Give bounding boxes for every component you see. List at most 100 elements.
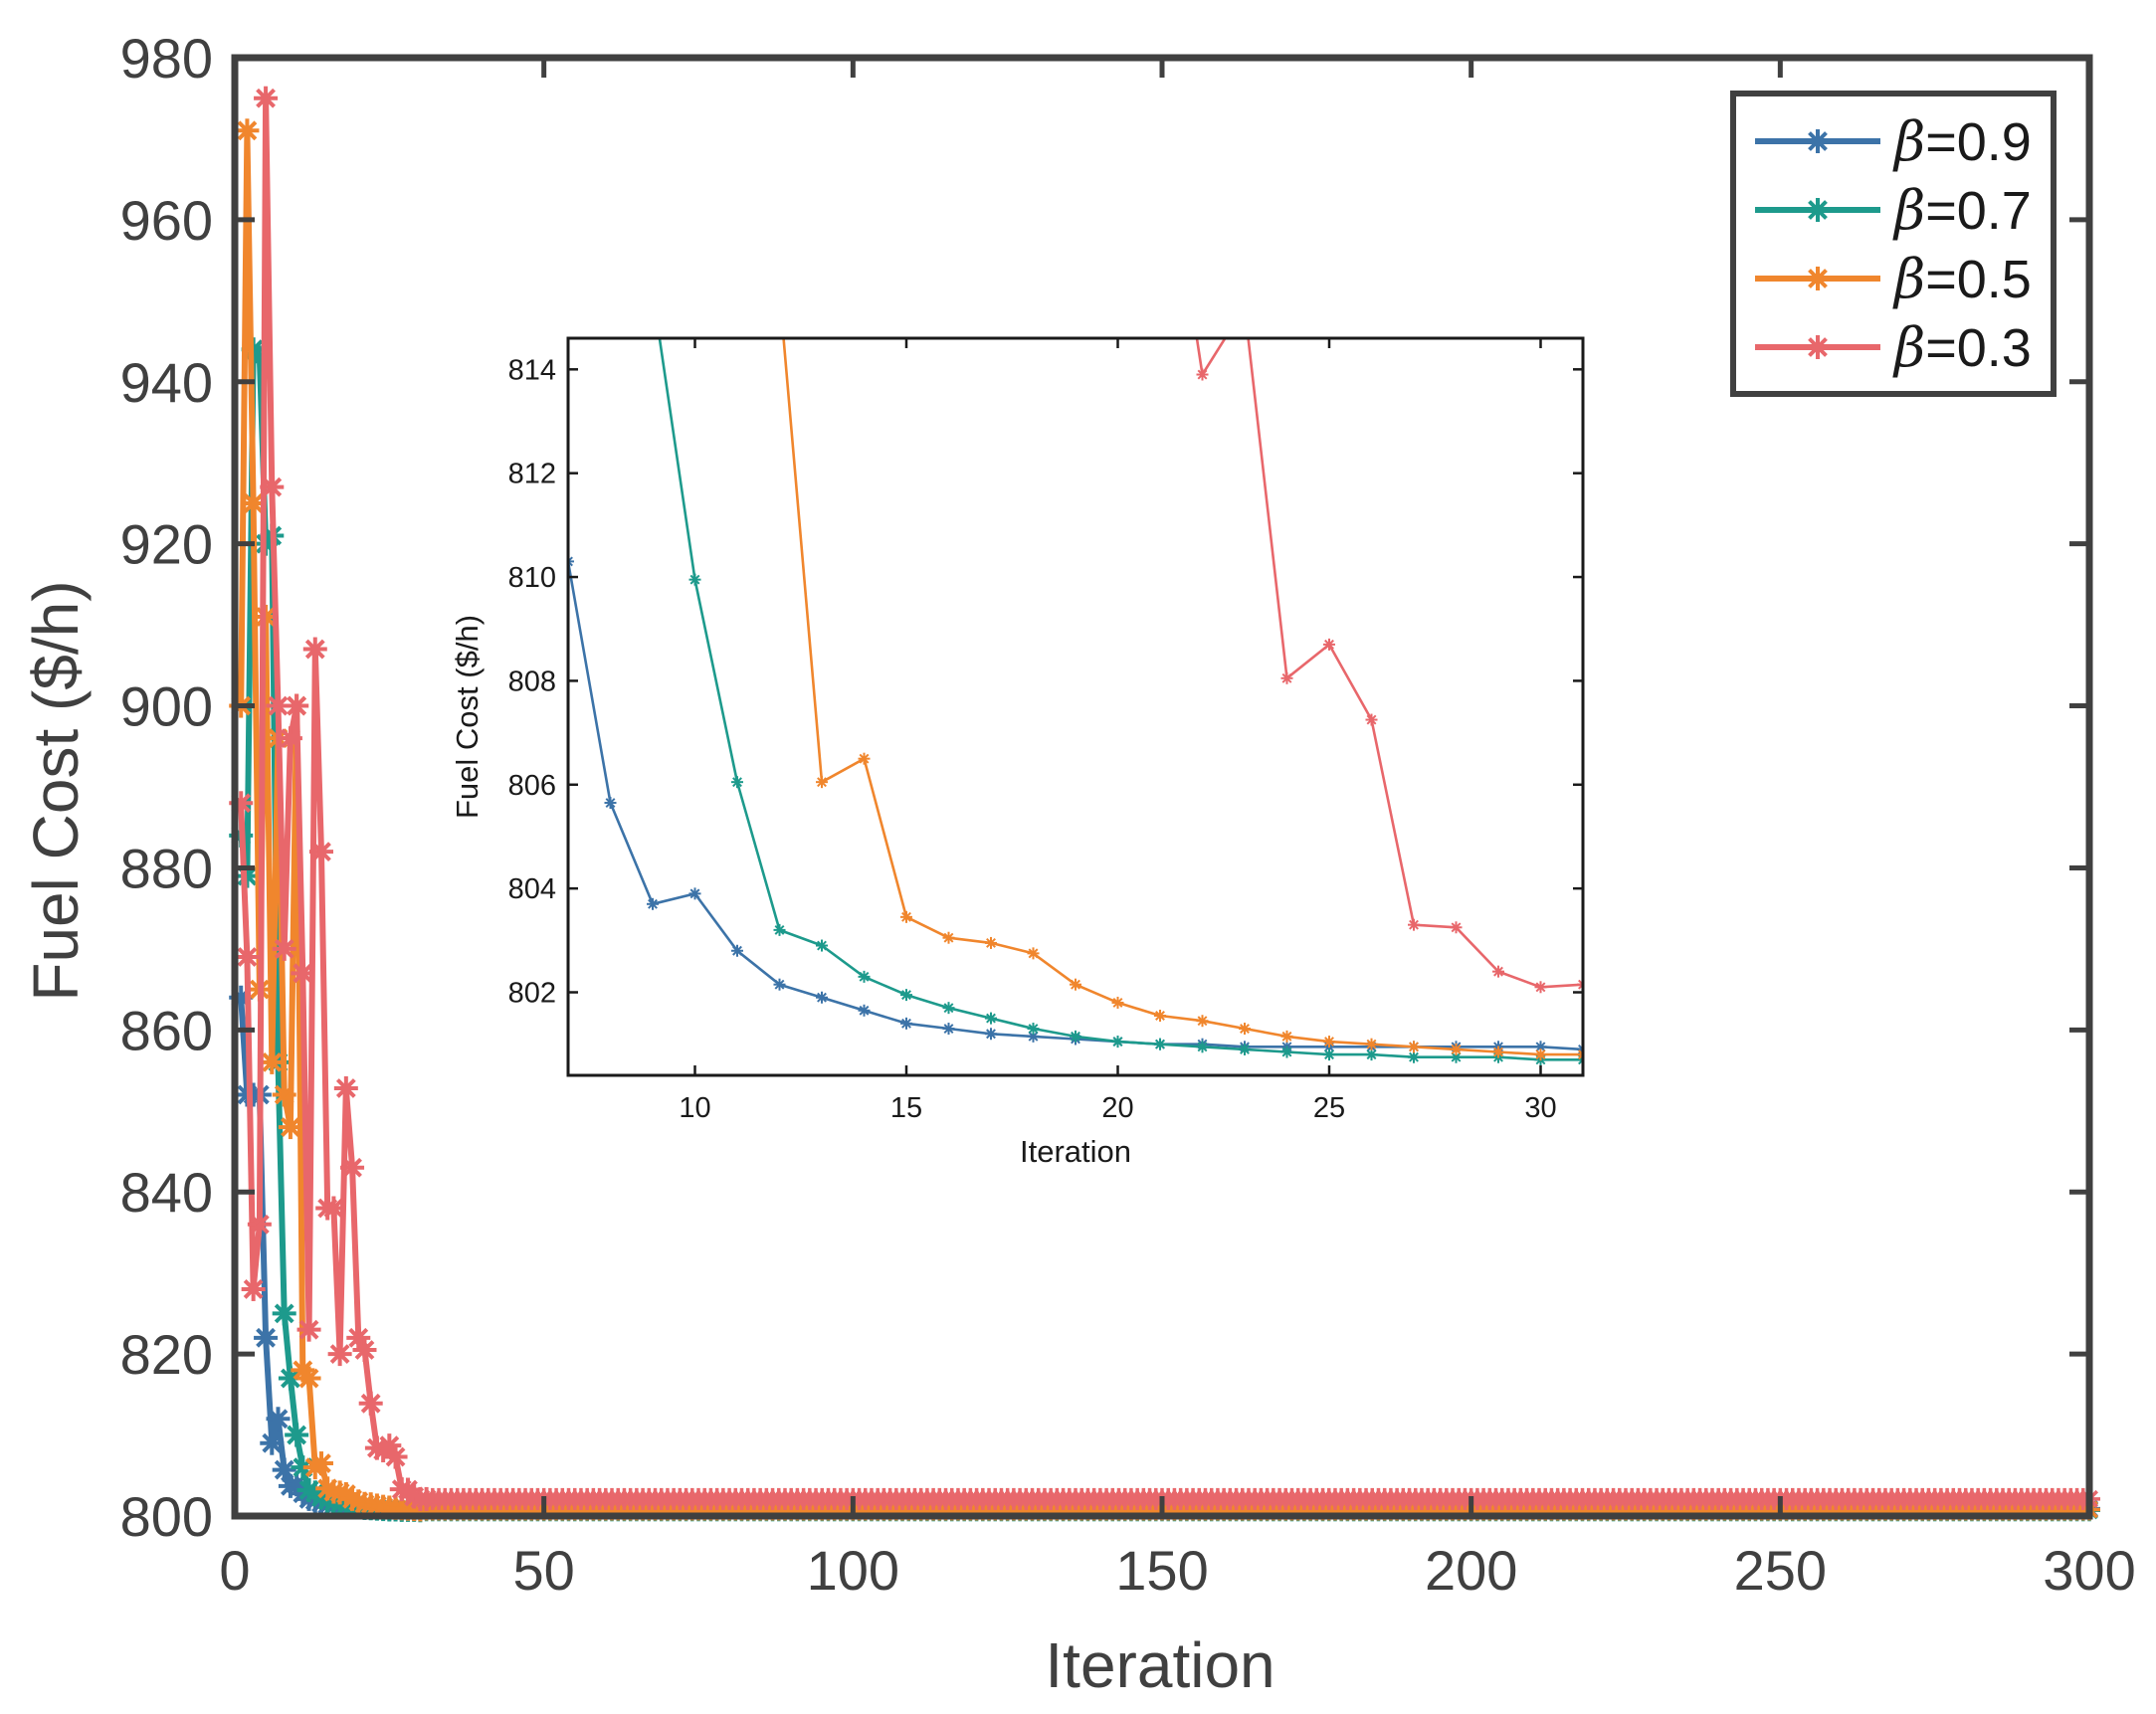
legend-marker-0 <box>1806 129 1830 153</box>
marker-beta-0-9-5 <box>260 1430 285 1455</box>
y-tick-label-860: 860 <box>120 999 213 1061</box>
inset-marker-1-10 <box>1070 1030 1081 1043</box>
y-tick-label-840: 840 <box>120 1161 213 1224</box>
legend-value-3: =0.3 <box>1925 318 2032 378</box>
inset-y-tick-label-812: 812 <box>508 459 556 490</box>
marker-beta-0-3-9 <box>285 693 309 718</box>
legend-marker-1 <box>1806 198 1830 222</box>
inset-marker-1-15 <box>1280 1046 1293 1058</box>
inset-marker-3-4 <box>1323 638 1335 651</box>
y-tick-label-980: 980 <box>120 27 213 90</box>
inset-axes-frame <box>566 336 1585 1077</box>
inset-series-group <box>568 338 1583 1066</box>
inset-marker-2-3 <box>900 910 912 923</box>
marker-beta-0-3-16 <box>327 1342 352 1367</box>
marker-beta-0-3-8 <box>278 726 302 751</box>
inset-marker-2-8 <box>1111 996 1124 1009</box>
marker-beta-0-7-7 <box>272 1301 296 1326</box>
inset-marker-1-12 <box>1154 1038 1166 1050</box>
inset-x-axis-label: Iteration <box>1020 1134 1131 1169</box>
x-tick-label-150: 150 <box>1115 1539 1208 1602</box>
inset-marker-2-9 <box>1154 1009 1166 1022</box>
main-plot: 0 50 100 150 200 250 300 800 820 840 860 880 900 920 9… <box>20 27 2136 1701</box>
marker-beta-0-5-7 <box>272 1082 296 1107</box>
y-tick-label-920: 920 <box>120 513 213 576</box>
inset-marker-1-16 <box>1323 1048 1335 1061</box>
legend-label-1: β=0.7 <box>1892 179 2032 242</box>
inset-marker-1-6 <box>900 989 912 1002</box>
inset-x-tick-label-20: 20 <box>1101 1092 1133 1124</box>
inset-marker-2-4 <box>942 931 955 944</box>
legend-label-3: β=0.3 <box>1892 316 2032 379</box>
marker-beta-0-7-9 <box>285 1423 309 1447</box>
legend[interactable]: β=0.9β=0.7β=0.5β=0.3 <box>1730 91 2057 397</box>
inset-marker-2-6 <box>1027 947 1040 960</box>
marker-beta-0-3-25 <box>383 1444 408 1469</box>
x-tick-label-300: 300 <box>2043 1539 2135 1602</box>
x-tick-label-100: 100 <box>807 1539 899 1602</box>
marker-beta-0-5-8 <box>278 1115 302 1140</box>
inset-x-tick-label-25: 25 <box>1313 1092 1345 1124</box>
y-tick-label-940: 940 <box>120 351 213 414</box>
inset-marker-2-19 <box>1577 1048 1583 1061</box>
legend-item-2[interactable]: β=0.5 <box>1755 248 2032 310</box>
inset-marker-3-10 <box>1577 978 1583 991</box>
legend-symbol-1: β <box>1892 179 1925 242</box>
inset-marker-1-18 <box>1408 1050 1420 1063</box>
inset-marker-1-14 <box>1239 1043 1251 1055</box>
inset-marker-0-2 <box>647 897 659 910</box>
legend-symbol-2: β <box>1892 248 1925 310</box>
inset-marker-2-10 <box>1196 1015 1209 1028</box>
marker-beta-0-3-15 <box>321 1196 346 1221</box>
marker-beta-0-3-4 <box>254 86 279 110</box>
inset-x-tick-label-15: 15 <box>890 1092 922 1124</box>
y-tick-label-800: 800 <box>120 1485 213 1548</box>
marker-beta-0-3-3 <box>247 1212 272 1237</box>
marker-beta-0-3-7 <box>272 936 296 961</box>
inset-series-line-2 <box>782 338 1583 1056</box>
legend-item-0[interactable]: β=0.9 <box>1755 110 2032 173</box>
legend-value-2: =0.5 <box>1925 250 2032 309</box>
inset-marker-1-9 <box>1027 1023 1040 1036</box>
inset-marker-0-7 <box>858 1004 871 1017</box>
inset-y-axis-label: Fuel Cost ($/h) <box>450 615 485 819</box>
marker-beta-0-3-10 <box>291 961 315 986</box>
marker-beta-0-3-12 <box>302 637 327 662</box>
inset-marker-2-15 <box>1408 1041 1420 1053</box>
y-tick-label-880: 880 <box>120 837 213 899</box>
inset-marker-1-7 <box>942 1002 955 1015</box>
inset-marker-1-1 <box>688 573 701 586</box>
legend-label-0: β=0.9 <box>1892 110 2032 173</box>
inset-marker-3-6 <box>1408 918 1420 931</box>
inset-marker-0-3 <box>688 887 701 900</box>
legend-label-2: β=0.5 <box>1892 248 2032 310</box>
legend-value-0: =0.9 <box>1925 112 2032 172</box>
legend-symbol-0: β <box>1892 110 1925 173</box>
inset-marker-0-11 <box>1027 1030 1040 1043</box>
inset-marker-2-13 <box>1323 1036 1335 1048</box>
x-tick-label-250: 250 <box>1734 1539 1827 1602</box>
inset-marker-1-3 <box>773 923 786 936</box>
inset-marker-2-5 <box>985 936 997 949</box>
inset-marker-3-7 <box>1450 921 1463 934</box>
marker-beta-0-3-17 <box>333 1075 358 1100</box>
inset-marker-0-4 <box>731 944 743 957</box>
inset-marker-1-11 <box>1111 1036 1124 1048</box>
inset-marker-2-11 <box>1239 1023 1251 1036</box>
marker-beta-0-9-4 <box>254 1325 279 1350</box>
marker-beta-0-3-13 <box>308 840 333 864</box>
inset-marker-2-12 <box>1280 1030 1293 1043</box>
marker-beta-0-3-18 <box>340 1155 365 1180</box>
legend-value-1: =0.7 <box>1925 181 2032 241</box>
inset-marker-3-9 <box>1534 981 1547 994</box>
marker-beta-0-5-13 <box>308 1451 333 1476</box>
x-axis-label: Iteration <box>1045 1629 1274 1701</box>
x-tick-label-0: 0 <box>219 1539 250 1602</box>
inset-marker-3-3 <box>1280 671 1293 684</box>
inset-marker-2-7 <box>1070 978 1081 991</box>
legend-item-3[interactable]: β=0.3 <box>1755 316 2032 379</box>
inset-marker-2-1 <box>816 776 828 789</box>
marker-beta-0-3-5 <box>260 475 285 499</box>
inset-plot: 10 15 20 25 30 802 804 806 808 810 812 814 Iteration… <box>450 336 1585 1169</box>
legend-item-1[interactable]: β=0.7 <box>1755 179 2032 242</box>
